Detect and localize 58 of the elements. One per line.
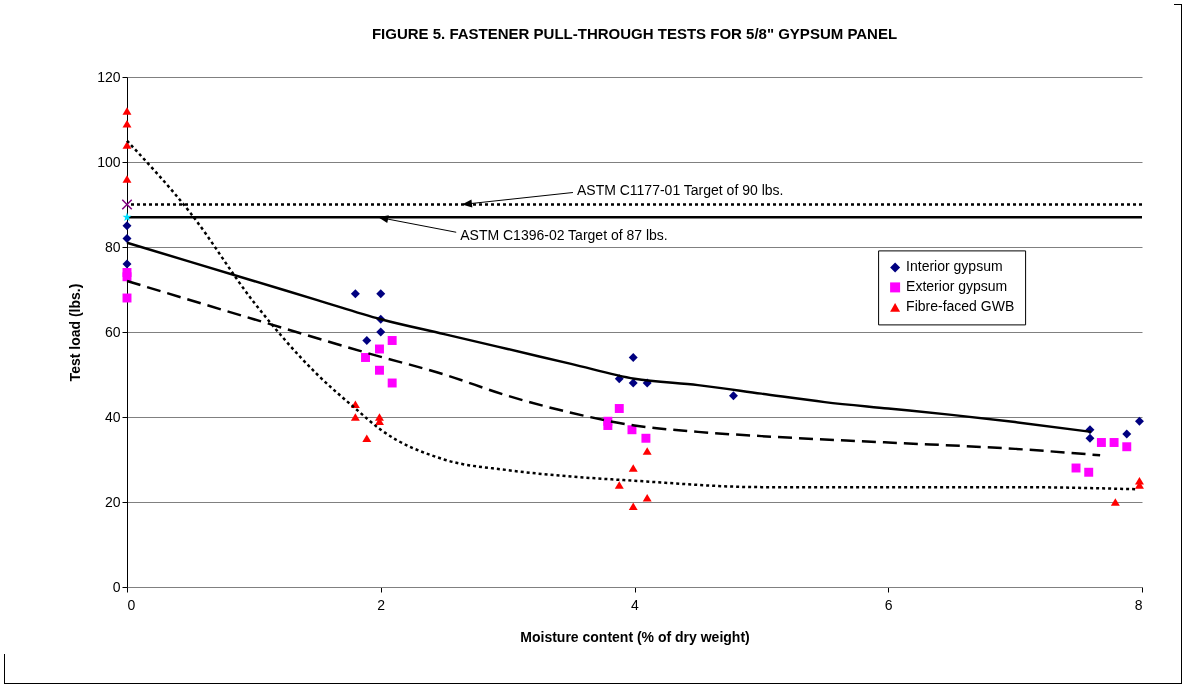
y-axis-title: Test load (lbs.)	[67, 283, 84, 382]
point	[642, 447, 652, 455]
point	[361, 353, 370, 362]
annotation: ASTM C1177-01 Target of 90 lbs.	[576, 181, 784, 198]
point	[121, 199, 133, 210]
x-tick-label: 8	[1134, 596, 1143, 613]
y-tick-label: 120	[97, 68, 121, 85]
point	[122, 107, 132, 115]
point	[1085, 433, 1095, 443]
point	[362, 434, 372, 443]
x-tick-label: 4	[631, 596, 640, 613]
x-tick-label: 0	[127, 596, 136, 613]
point	[122, 119, 132, 128]
point	[122, 175, 132, 183]
legend-label: Interior gypsum	[906, 258, 1003, 275]
point	[376, 327, 386, 337]
point	[628, 464, 638, 472]
point	[122, 259, 132, 269]
point	[375, 344, 384, 354]
point	[603, 421, 613, 430]
point	[1134, 416, 1144, 426]
point	[1096, 438, 1106, 447]
chart-title: FIGURE 5. FASTENER PULL-THROUGH TESTS FOR 5/8" GYPSUM PANEL	[371, 25, 898, 42]
point	[362, 336, 372, 345]
point	[642, 493, 652, 502]
y-tick-label: 20	[104, 493, 121, 510]
point	[614, 481, 624, 489]
point	[627, 425, 637, 435]
point	[350, 289, 360, 299]
point	[1122, 442, 1132, 452]
point	[387, 336, 397, 345]
point	[728, 391, 738, 401]
point	[1122, 429, 1132, 439]
point	[350, 413, 360, 421]
x-axis-title: Moisture content (% of dry weight)	[520, 628, 750, 645]
point	[375, 365, 384, 375]
y-tick-label: 0	[112, 578, 121, 595]
point	[387, 378, 397, 388]
y-tick-label: 80	[104, 238, 121, 255]
x-tick-label: 2	[377, 596, 386, 613]
point	[1109, 438, 1119, 447]
point	[628, 502, 638, 511]
x-tick-label: 6	[884, 596, 893, 613]
legend-label: Exterior gypsum	[906, 278, 1008, 295]
y-tick-label: 40	[104, 408, 121, 425]
y-tick-label: 100	[97, 153, 121, 170]
point	[641, 433, 651, 443]
annotation: ASTM C1396-02 Target of 87 lbs.	[460, 227, 668, 244]
point	[376, 289, 386, 299]
point	[628, 353, 638, 362]
point	[122, 221, 132, 231]
point	[628, 378, 638, 388]
point	[122, 141, 132, 149]
point	[1110, 498, 1120, 506]
y-tick-label: 60	[104, 323, 121, 340]
point	[614, 404, 624, 413]
point	[1084, 467, 1094, 477]
legend-label: Fibre-faced GWB	[906, 298, 1015, 315]
